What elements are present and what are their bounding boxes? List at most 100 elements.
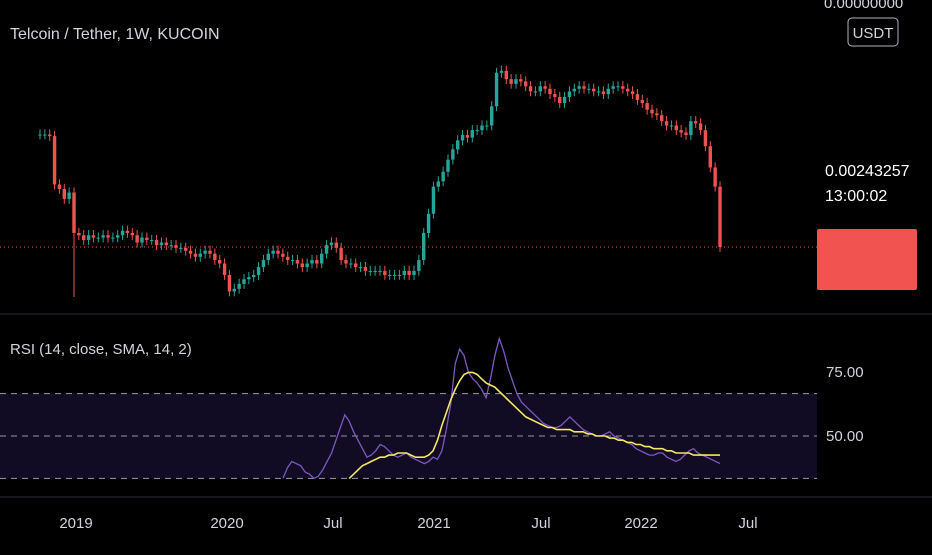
candle: [611, 86, 615, 89]
candle: [485, 125, 489, 127]
candle: [703, 130, 708, 147]
candle: [601, 91, 606, 95]
candle: [130, 232, 134, 236]
candle: [222, 263, 227, 275]
candle: [116, 235, 120, 238]
candle: [237, 283, 241, 289]
candle: [383, 270, 387, 275]
time-axis-label: Jul: [323, 515, 342, 532]
candle: [640, 99, 644, 104]
candle: [150, 240, 154, 242]
candle: [524, 81, 528, 87]
candle: [242, 279, 246, 284]
currency-badge[interactable]: USDT: [847, 17, 899, 47]
last-price-badge: 0.00243257 13:00:02: [817, 163, 917, 290]
candle: [140, 237, 144, 243]
candle: [111, 237, 115, 239]
candle: [154, 240, 159, 246]
candle: [101, 235, 105, 238]
candle: [349, 263, 353, 265]
candle: [62, 188, 66, 199]
candle: [456, 140, 460, 150]
candle: [422, 232, 426, 261]
candle: [630, 91, 635, 95]
candle: [713, 167, 717, 187]
candle: [412, 270, 416, 275]
candle: [660, 115, 664, 122]
time-axis-label: Jul: [738, 515, 757, 532]
time-axis-label: 2021: [417, 515, 450, 532]
candle: [514, 79, 518, 84]
candle: [106, 235, 110, 238]
candle: [553, 94, 557, 97]
time-axis-label: 2020: [210, 515, 243, 532]
candle: [475, 130, 479, 132]
candle: [548, 88, 552, 95]
candle: [256, 267, 261, 275]
candle: [193, 253, 198, 257]
candle: [91, 235, 96, 238]
candle: [494, 72, 499, 107]
candle: [281, 253, 285, 257]
candle: [179, 247, 183, 249]
candle: [198, 253, 202, 257]
candle: [470, 130, 474, 138]
candle: [77, 232, 81, 236]
rsi-ma-line: [348, 371, 720, 479]
candle: [125, 230, 130, 233]
candle: [67, 192, 71, 199]
candle: [490, 106, 494, 126]
candle: [120, 230, 125, 236]
candle: [184, 247, 188, 251]
candle: [519, 79, 523, 82]
candle: [145, 237, 149, 241]
candle: [431, 186, 436, 214]
candle: [567, 91, 572, 97]
time-axis-label: Jul: [531, 515, 550, 532]
candle: [669, 125, 674, 127]
candle: [169, 245, 173, 247]
rsi-lines-layer: [282, 336, 721, 480]
candle: [295, 260, 300, 264]
candle: [82, 235, 86, 241]
candle: [213, 253, 217, 261]
candle: [538, 86, 542, 92]
candle: [344, 260, 348, 264]
candle: [378, 270, 382, 272]
candle: [286, 256, 290, 261]
candle: [164, 242, 168, 246]
rsi-level-label: 75.00: [826, 364, 864, 381]
candle: [562, 96, 567, 104]
candle: [48, 134, 52, 137]
rsi-levels-layer: [0, 393, 817, 479]
candles-layer: [38, 65, 722, 298]
candle: [315, 260, 319, 264]
candle: [261, 260, 266, 268]
rsi-title[interactable]: RSI (14, close, SMA, 14, 2): [10, 341, 192, 358]
candle: [480, 125, 484, 131]
candle: [38, 134, 42, 136]
last-price-value: 0.00243257: [825, 163, 910, 180]
candle: [388, 274, 392, 276]
candle: [363, 267, 368, 271]
candle: [252, 274, 256, 278]
candle: [310, 260, 314, 264]
candle: [300, 263, 304, 268]
time-axis-label: 2022: [624, 515, 657, 532]
candle: [674, 125, 678, 131]
candle: [572, 88, 576, 92]
candle: [324, 245, 329, 254]
candle: [577, 86, 581, 89]
candle: [645, 103, 649, 110]
candle: [635, 94, 640, 100]
candle: [587, 88, 591, 90]
candle: [606, 88, 610, 95]
symbol-title[interactable]: Telcoin / Tether, 1W, KUCOIN: [10, 26, 220, 43]
candle: [407, 270, 411, 275]
candle: [368, 270, 372, 272]
candle: [596, 91, 601, 93]
candle: [392, 274, 397, 276]
candle: [708, 146, 712, 168]
